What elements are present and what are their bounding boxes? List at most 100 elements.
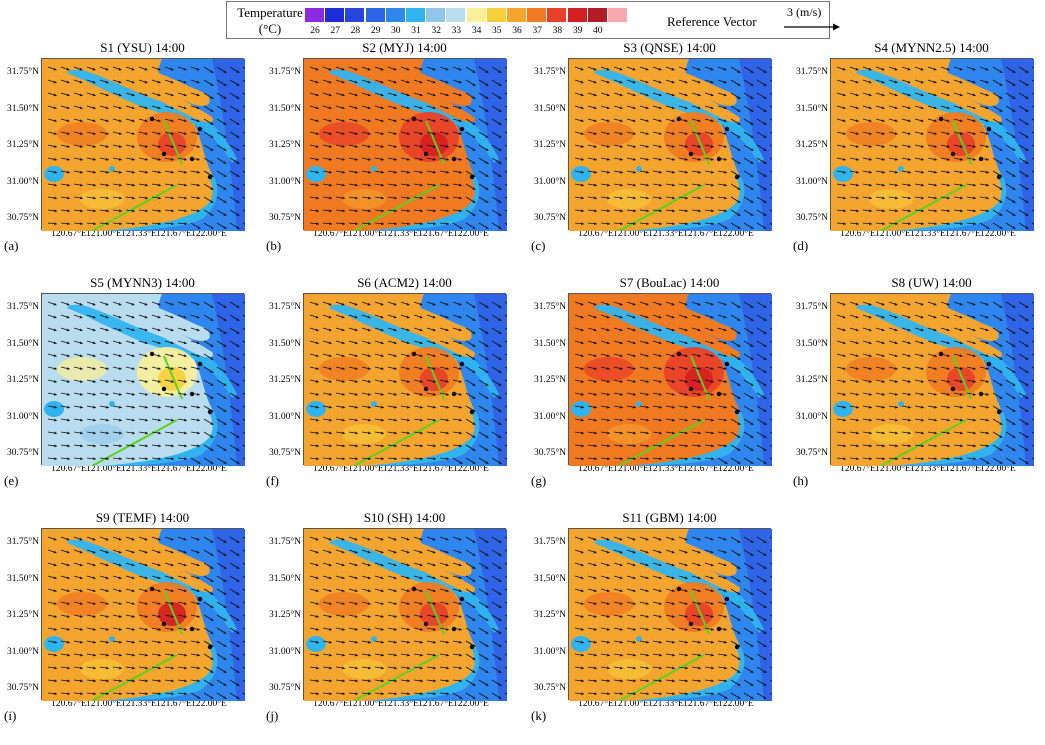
longitude-tick-label: 121.67°E <box>418 699 454 709</box>
latitude-tick-label: 31.75°N <box>533 537 566 547</box>
latitude-tick-label: 30.75°N <box>268 448 301 458</box>
longitude-tick-label: 120.67°E <box>578 699 614 709</box>
legend-tick-label: 31 <box>411 26 421 36</box>
latitude-tick-label: 31.00°N <box>6 646 39 657</box>
longitude-tick-label: 122.00°E <box>453 699 489 709</box>
panel-title: S8 (UW) 14:00 <box>891 275 972 290</box>
panel-title: S7 (BouLac) 14:00 <box>619 275 720 290</box>
legend-swatch <box>608 8 627 22</box>
temperature-legend: Temperature (°C) 26 27 28 29 30 31 32 33 34 35 36 3… <box>226 1 840 39</box>
legend-swatch <box>567 8 587 22</box>
legend-title: Temperature (°C) <box>237 5 303 36</box>
legend-tick-label: 39 <box>572 26 583 36</box>
longitude-tick-label: 121.00°E <box>875 464 911 474</box>
map-panel: S7 (BouLac) 14:00 (g) 31.75°N 31.50°N 31.25°… <box>531 275 791 510</box>
longitude-tick-label: 120.67°E <box>51 699 87 709</box>
latitude-tick-label: 31.25°N <box>6 140 39 150</box>
longitude-tick-label: 122.00°E <box>191 464 227 474</box>
latitude-tick-label: 31.00°N <box>268 646 301 657</box>
map-panel: S9 (TEMF) 14:00 (i) 31.75°N 31.50°N 31.25°N 3… <box>4 510 264 745</box>
longitude-tick-label: 121.67°E <box>418 229 454 239</box>
longitude-tick-label: 122.00°E <box>191 229 227 239</box>
longitude-tick-label: 121.67°E <box>683 229 719 239</box>
map-panel: S5 (MYNN3) 14:00 (e) 31.75°N 31.50°N 31.25°N… <box>4 275 264 510</box>
longitude-tick-label: 121.00°E <box>348 229 384 239</box>
longitude-tick-label: 121.33°E <box>648 699 684 709</box>
latitude-tick-label: 30.75°N <box>533 448 566 458</box>
legend-swatch <box>466 8 486 22</box>
longitude-tick-label: 121.67°E <box>156 699 192 709</box>
map-panel: S8 (UW) 14:00 (h) 31.75°N 31.50°N 31.25°N 31.… <box>793 275 1045 510</box>
panel-label: (f) <box>266 473 279 488</box>
latitude-tick-label: 30.75°N <box>533 213 566 223</box>
longitude-tick-label: 122.00°E <box>453 229 489 239</box>
longitude-tick-label: 120.67°E <box>840 229 876 239</box>
latitude-tick-label: 31.00°N <box>6 176 39 187</box>
panel-title: S4 (MYNN2.5) 14:00 <box>874 40 989 55</box>
longitude-tick-label: 121.00°E <box>875 229 911 239</box>
map-panel: S2 (MYJ) 14:00 (b) 31.75°N 31.50°N 31.25°N 31… <box>266 40 526 275</box>
latitude-tick-label: 30.75°N <box>6 213 39 223</box>
panel-title: S5 (MYNN3) 14:00 <box>90 275 195 290</box>
temperature-wind-map <box>41 58 245 231</box>
panel-title: S10 (SH) 14:00 <box>363 510 446 525</box>
latitude-tick-label: 30.75°N <box>795 213 828 223</box>
legend-swatch <box>446 8 466 22</box>
legend-swatch <box>406 8 425 22</box>
legend-swatch <box>325 8 345 22</box>
panel-label: (h) <box>793 473 809 488</box>
longitude-tick-label: 121.67°E <box>156 229 192 239</box>
longitude-tick-label: 121.33°E <box>648 229 684 239</box>
legend-swatch <box>345 8 365 22</box>
latitude-tick-label: 31.50°N <box>795 338 828 349</box>
panel-label: (i) <box>4 708 17 723</box>
panel-label: (a) <box>4 238 19 253</box>
temperature-wind-map <box>830 293 1034 466</box>
longitude-tick-label: 121.33°E <box>383 229 419 239</box>
latitude-tick-label: 31.75°N <box>6 537 39 547</box>
panel-title: S11 (GBM) 14:00 <box>622 510 717 525</box>
temperature-wind-map <box>568 528 772 701</box>
latitude-tick-label: 31.00°N <box>795 411 828 422</box>
map-panel: S11 (GBM) 14:00 (k) 31.75°N 31.50°N 31.25°N 3… <box>531 510 791 745</box>
longitude-tick-label: 121.33°E <box>383 464 419 474</box>
longitude-tick-label: 121.33°E <box>121 464 157 474</box>
latitude-tick-label: 31.25°N <box>268 375 301 385</box>
latitude-tick-label: 31.75°N <box>268 67 301 77</box>
map-panel: S10 (SH) 14:00 (j) 31.75°N 31.50°N 31.25°N 31… <box>266 510 526 745</box>
longitude-tick-label: 120.67°E <box>51 464 87 474</box>
legend-swatch <box>547 8 567 22</box>
legend-swatch <box>426 8 446 22</box>
longitude-tick-label: 121.33°E <box>648 464 684 474</box>
longitude-tick-label: 121.33°E <box>121 699 157 709</box>
legend-swatch <box>385 8 405 22</box>
latitude-tick-label: 31.75°N <box>533 67 566 77</box>
latitude-tick-label: 30.75°N <box>533 683 566 693</box>
panel-label: (j) <box>266 708 279 723</box>
longitude-tick-label: 120.67°E <box>313 464 349 474</box>
latitude-tick-label: 31.50°N <box>6 103 39 114</box>
legend-tick-label: 30 <box>391 26 401 36</box>
legend-tick-label: 29 <box>370 26 381 36</box>
panel-label: (k) <box>531 708 547 723</box>
longitude-tick-label: 120.67°E <box>578 229 614 239</box>
panel-label: (d) <box>793 238 809 253</box>
panel-label: (g) <box>531 473 547 488</box>
longitude-tick-label: 121.67°E <box>156 464 192 474</box>
longitude-tick-label: 121.00°E <box>613 464 649 474</box>
legend-tick-label: 40 <box>593 26 603 36</box>
longitude-tick-label: 121.00°E <box>613 699 649 709</box>
latitude-tick-label: 31.25°N <box>795 375 828 385</box>
panel-title: S6 (ACM2) 14:00 <box>357 275 452 290</box>
latitude-tick-label: 31.00°N <box>795 176 828 187</box>
latitude-tick-label: 31.25°N <box>268 140 301 150</box>
map-panel: S1 (YSU) 14:00 (a) 31.75°N 31.50°N 31.25°N 31… <box>4 40 264 275</box>
longitude-tick-label: 122.00°E <box>980 464 1016 474</box>
latitude-tick-label: 30.75°N <box>268 213 301 223</box>
map-panel: S4 (MYNN2.5) 14:00 (d) 31.75°N 31.50°N 31.25… <box>793 40 1045 275</box>
panel-title: S9 (TEMF) 14:00 <box>95 510 190 525</box>
latitude-tick-label: 31.00°N <box>268 176 301 187</box>
longitude-tick-label: 121.00°E <box>613 229 649 239</box>
longitude-tick-label: 120.67°E <box>313 699 349 709</box>
longitude-tick-label: 120.67°E <box>51 229 87 239</box>
